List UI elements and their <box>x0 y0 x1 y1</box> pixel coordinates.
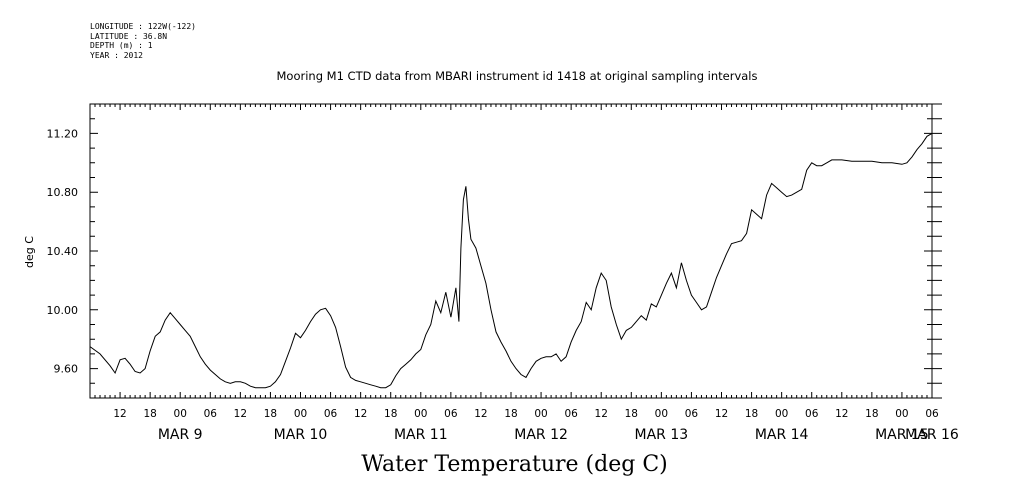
x-hour-label: 00 <box>534 408 547 420</box>
x-hour-label: 18 <box>384 408 397 420</box>
x-hour-label: 12 <box>835 408 848 420</box>
x-day-label: MAR 13 <box>635 427 689 443</box>
x-hour-label: 00 <box>174 408 187 420</box>
x-hour-label: 00 <box>775 408 788 420</box>
x-hour-label: 12 <box>113 408 126 420</box>
y-axis-ticks <box>90 103 932 399</box>
y-tick-label: 9.60 <box>54 363 79 376</box>
x-hour-label: 18 <box>264 408 277 420</box>
x-hour-label: 00 <box>414 408 427 420</box>
x-hour-label: 06 <box>685 408 699 420</box>
x-axis-ticks <box>89 104 933 398</box>
x-hour-label: 06 <box>805 408 819 420</box>
x-day-label: MAR 10 <box>274 427 328 443</box>
x-hour-label: 06 <box>324 408 338 420</box>
y-tick-labels: 9.60 10.00 10.40 10.80 11.20 <box>47 127 79 375</box>
x-hour-label: 00 <box>895 408 908 420</box>
x-hour-label: 00 <box>655 408 668 420</box>
x-hour-label: 12 <box>715 408 728 420</box>
x-hour-label: 18 <box>143 408 156 420</box>
x-hour-label: 06 <box>564 408 578 420</box>
x-day-label: MAR 15 <box>875 427 929 443</box>
latitude-label: LATITUDE : 36.8N <box>90 31 168 41</box>
x-axis-label: Water Temperature (deg C) <box>361 452 668 477</box>
metadata-block: LONGITUDE : 122W(-122) LATITUDE : 36.8N … <box>90 22 196 60</box>
x-hour-label: 18 <box>865 408 878 420</box>
x-hour-label: 12 <box>595 408 608 420</box>
x-hour-label: 12 <box>234 408 247 420</box>
y-tick-label: 11.20 <box>47 127 79 140</box>
x-hour-label: 18 <box>745 408 758 420</box>
y-tick-label: 10.80 <box>47 186 79 199</box>
plot-frame <box>89 103 933 399</box>
x-hour-label: 06 <box>444 408 458 420</box>
x-hour-label: 12 <box>354 408 367 420</box>
longitude-label: LONGITUDE : 122W(-122) <box>90 22 196 31</box>
x-hour-label: 00 <box>294 408 307 420</box>
right-axis-ticks <box>932 103 942 399</box>
y-tick-label: 10.00 <box>47 304 79 317</box>
x-day-label: MAR 12 <box>514 427 568 443</box>
series-line <box>89 132 933 389</box>
axis-ticks <box>89 103 942 399</box>
y-tick-label: 10.40 <box>47 245 79 258</box>
x-day-label: MAR 9 <box>158 427 203 443</box>
x-tick-labels: 12 18 00 06 12 18 00 06 12 18 00 06 12 18 00 06 12 18 00 06… <box>113 408 959 443</box>
depth-label: DEPTH (m) : 1 <box>90 41 153 50</box>
x-day-label: MAR 11 <box>394 427 448 443</box>
series-water-temperature <box>89 132 933 389</box>
x-hour-label: 06 <box>925 408 939 420</box>
plot-border <box>89 103 933 399</box>
x-hour-label: 18 <box>625 408 638 420</box>
x-hour-label: 12 <box>474 408 487 420</box>
y-axis-label: deg C <box>23 236 36 268</box>
x-hour-label: 18 <box>504 408 517 420</box>
chart-title: Mooring M1 CTD data from MBARI instrumen… <box>276 69 758 83</box>
x-day-label: MAR 16 <box>905 427 959 443</box>
x-day-label: MAR 14 <box>755 427 809 443</box>
x-hour-label: 06 <box>204 408 218 420</box>
year-label: YEAR : 2012 <box>90 50 143 60</box>
